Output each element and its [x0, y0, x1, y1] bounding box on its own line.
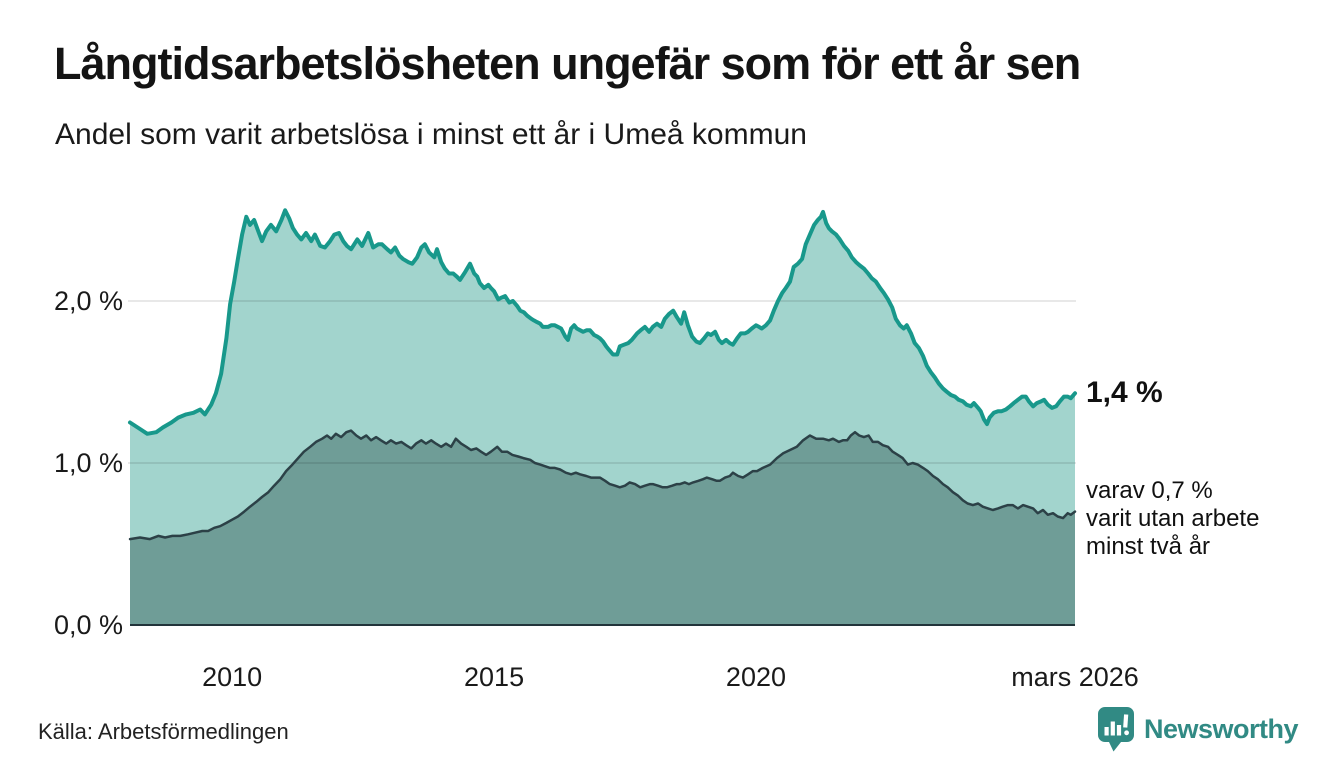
- detail-annotation-line: varav 0,7 %: [1086, 477, 1213, 504]
- series-line-0: [128, 208, 1077, 436]
- detail-annotation-line: varit utan arbete: [1086, 505, 1260, 532]
- chart-subtitle: Andel som varit arbetslösa i minst ett å…: [55, 118, 807, 151]
- series-line-1: [128, 429, 1077, 541]
- y-tick-label: 1,0 %: [53, 448, 123, 478]
- brand-name: Newsworthy: [1143, 713, 1299, 744]
- newsworthy-badge-icon: [1097, 706, 1134, 751]
- brand-logo: Newsworthy: [1097, 705, 1299, 753]
- y-tick-label: 0,0 %: [53, 610, 123, 640]
- x-tick-label: 2010: [202, 662, 263, 692]
- x-tick-label: 2020: [725, 662, 786, 692]
- source-caption: Källa: Arbetsförmedlingen: [38, 719, 289, 744]
- detail-annotation-line: minst två år: [1086, 533, 1211, 560]
- x-tick-label: 2015: [464, 662, 525, 692]
- latest-value-label: 1,4 %: [1086, 376, 1163, 410]
- series-area-1: [130, 430, 1075, 625]
- x-tick-label: mars 2026: [1011, 662, 1139, 692]
- page-title: Långtidsarbetslösheten ungefär som för e…: [54, 38, 1081, 89]
- detail-annotation: varav 0,7 % varit utan arbete minst två …: [1086, 477, 1259, 561]
- y-tick-label: 2,0 %: [53, 286, 123, 316]
